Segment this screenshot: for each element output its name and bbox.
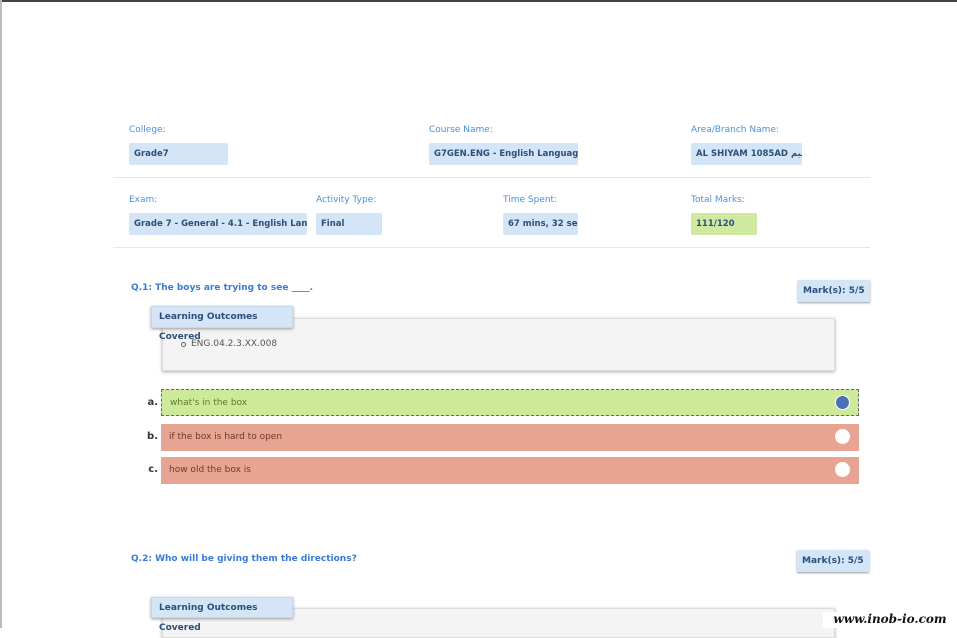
field-label: Course Name: <box>429 125 493 135</box>
option[interactable]: what's in the box <box>161 389 859 416</box>
watermark: www.inob-io.com <box>823 612 957 628</box>
field-value: Grade 7 - General - 4.1 - English Langua… <box>129 213 307 235</box>
field-value: Final <box>316 213 382 235</box>
left-border <box>0 0 2 628</box>
separator <box>113 177 870 178</box>
top-border <box>0 0 957 2</box>
field-label: Total Marks: <box>691 195 745 205</box>
question-title: Q.1: The boys are trying to see ____. <box>131 283 313 293</box>
option-letter: b. <box>147 431 158 442</box>
field-label: Activity Type: <box>316 195 377 205</box>
outcome: ENG.04.2.3.XX.008 <box>191 339 278 349</box>
field-value: G7GEN.ENG - English Language G7 <box>429 143 578 165</box>
radio[interactable] <box>835 429 850 444</box>
radio-checked[interactable] <box>835 395 850 410</box>
field-value: Grade7 <box>129 143 228 165</box>
separator <box>113 247 870 248</box>
outcomes-heading: Learning Outcomes Covered <box>151 597 293 633</box>
option-letter: c. <box>148 464 158 475</box>
field-label: Time Spent: <box>503 195 558 205</box>
option[interactable]: how old the box is <box>161 457 859 484</box>
bullet <box>181 342 186 347</box>
marks: Mark(s): 5/5 <box>797 550 869 572</box>
outcomes-heading: Learning Outcomes Covered <box>151 306 293 342</box>
option-letter: a. <box>147 397 158 408</box>
question-title: Q.2: Who will be giving them the directi… <box>131 554 357 564</box>
option[interactable]: if the box is hard to open <box>161 424 859 451</box>
field-label: College: <box>129 125 166 135</box>
field-label: Exam: <box>129 195 158 205</box>
field-value: 111/120 <box>691 213 757 235</box>
radio[interactable] <box>835 462 850 477</box>
field-value: AL SHIYAM 1085AD الشيم <box>691 143 802 165</box>
field-label: Area/Branch Name: <box>691 125 779 135</box>
marks: Mark(s): 5/5 <box>798 280 870 302</box>
field-value: 67 mins, 32 secs <box>503 213 578 235</box>
